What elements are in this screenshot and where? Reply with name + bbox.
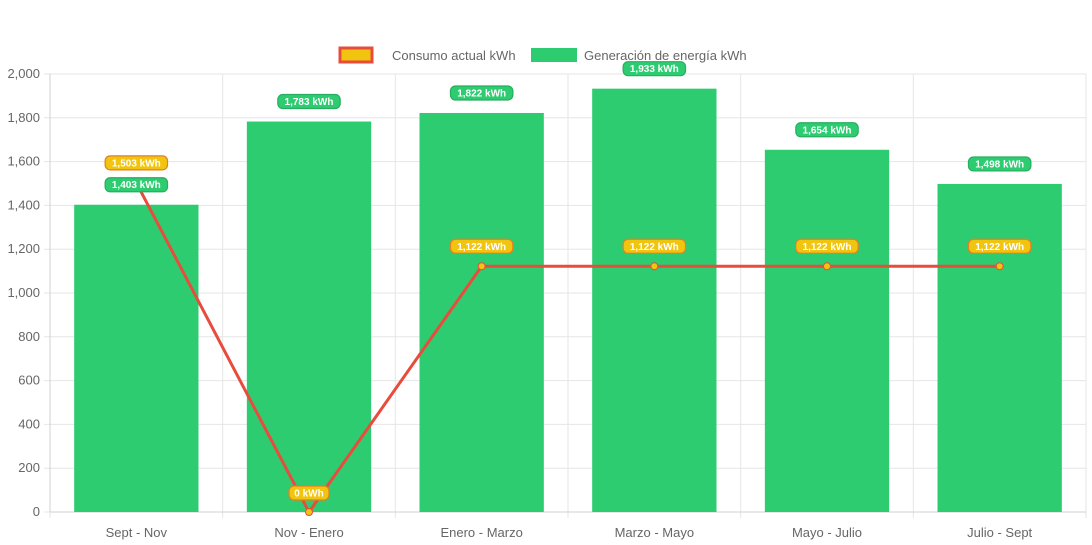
legend-item-consumption[interactable]: Consumo actual kWh [338,46,516,64]
legend-label-consumption: Consumo actual kWh [392,48,516,63]
consumption-data-label-text: 1,122 kWh [630,242,679,253]
data-labels: 1,403 kWh 1,783 kWh 1,822 kWh 1,933 kWh 1,65… [104,61,1032,501]
generation-data-label-bg [622,61,687,77]
generation-data-label-bg [104,177,169,193]
consumption-data-label-bg [795,238,859,254]
generation-data-label-text: 1,783 kWh [285,97,334,108]
consumption-data-label: 1,122 kWh [967,238,1032,254]
consumption-data-label-bg [104,155,169,171]
generation-data-label-bg [795,122,859,138]
consumption-data-label-text: 1,503 kWh [112,158,161,169]
generation-data-label-text: 1,403 kWh [112,180,161,191]
y-axis-ticks: 0 200 400 600 800 1,000 1,200 1,400 1,600 1,800 2,… [7,66,40,519]
consumption-point[interactable] [305,508,313,516]
consumption-data-label: 1,122 kWh [622,238,687,254]
generation-data-label-text: 1,498 kWh [975,159,1024,170]
legend-label-generation: Generación de energía kWh [584,48,747,63]
consumption-data-label-text: 1,122 kWh [975,242,1024,253]
generation-data-label-bg [277,93,341,110]
y-tick-label: 600 [18,373,40,388]
generation-data-label-text: 1,933 kWh [630,64,679,75]
y-tick-label: 1,000 [7,285,40,300]
y-tick-label: 200 [18,460,40,475]
bar-generation[interactable] [937,183,1062,513]
bar-generation[interactable] [419,112,544,513]
y-tick-label: 1,800 [7,110,40,125]
generation-data-label-bg [967,156,1032,172]
generation-data-label: 1,654 kWh [795,122,859,138]
y-tick-label: 800 [18,329,40,344]
y-tick-label: 2,000 [7,66,40,81]
grid [44,73,1087,518]
legend-swatch-consumption [338,46,374,64]
bars [74,88,1062,513]
consumption-data-label: 1,503 kWh [104,155,169,171]
x-tick-label: Mayo - Julio [792,525,862,540]
y-tick-label: 1,400 [7,197,40,212]
x-axis-ticks: Sept - Nov Nov - Enero Enero - Marzo Marzo … [106,525,1033,540]
x-tick-label: Nov - Enero [274,525,343,540]
legend: Consumo actual kWh Generación de energía… [338,46,747,64]
generation-data-label: 1,933 kWh [622,61,687,77]
bar-generation[interactable] [764,149,890,513]
bar-generation[interactable] [246,121,372,512]
y-tick-label: 0 [33,504,40,519]
y-tick-label: 1,200 [7,241,40,256]
consumption-data-label-bg [288,485,330,501]
consumption-data-label: 1,122 kWh [449,238,514,254]
consumption-data-label-bg [449,238,514,254]
y-tick-label: 1,600 [7,154,40,169]
consumption-line [135,182,1000,515]
bar-generation[interactable] [74,204,199,513]
x-tick-label: Julio - Sept [967,525,1032,540]
consumption-point[interactable] [477,262,486,271]
generation-data-label-text: 1,654 kWh [803,125,852,136]
consumption-data-label-text: 1,122 kWh [457,242,506,253]
generation-data-label: 1,822 kWh [449,85,514,101]
x-tick-label: Enero - Marzo [440,525,522,540]
x-tick-label: Marzo - Mayo [615,525,694,540]
generation-data-label: 1,783 kWh [277,93,341,110]
x-tick-label: Sept - Nov [106,525,168,540]
consumption-data-label-bg [967,238,1032,254]
legend-item-generation[interactable]: Generación de energía kWh [531,48,747,63]
consumption-data-label-text: 0 kWh [294,489,323,500]
legend-swatch-generation [531,48,577,62]
generation-data-label: 1,498 kWh [967,156,1032,172]
consumption-data-label-bg [622,238,687,254]
consumption-data-label-text: 1,122 kWh [803,242,852,253]
bar-generation[interactable] [592,88,717,512]
consumption-point[interactable] [995,262,1004,271]
generation-data-label-bg [449,85,514,101]
generation-data-label-text: 1,822 kWh [457,88,506,99]
consumption-data-label: 0 kWh [288,485,330,501]
consumption-data-label: 1,122 kWh [795,238,859,254]
y-tick-label: 400 [18,416,40,431]
consumption-point[interactable] [823,262,831,271]
generation-data-label: 1,403 kWh [104,177,169,193]
consumption-point[interactable] [650,262,659,271]
